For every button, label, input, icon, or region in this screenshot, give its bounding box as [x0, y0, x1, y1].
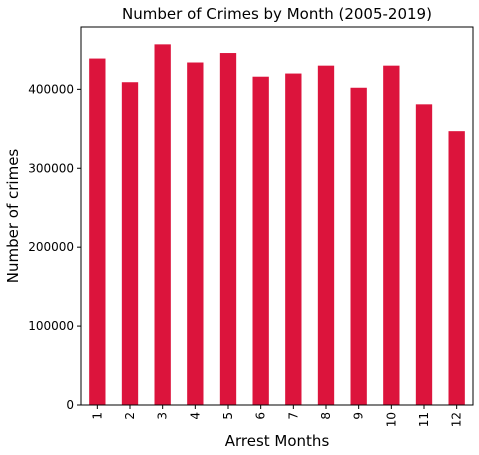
y-tick-label: 100000 [28, 319, 74, 333]
x-tick-label: 8 [319, 412, 333, 420]
x-tick-label: 7 [286, 412, 300, 420]
y-axis-ticks: 0 100000 200000 300000 400000 [28, 82, 81, 412]
bar-month-5 [219, 53, 237, 406]
y-tick-label: 300000 [28, 161, 74, 175]
bar-month-1 [89, 58, 106, 405]
y-tick-label: 200000 [28, 240, 74, 254]
x-tick-label: 6 [254, 412, 268, 420]
y-tick-label: 0 [66, 398, 74, 412]
bar-month-8 [317, 65, 335, 405]
bar-month-11 [415, 104, 433, 405]
bars-group [89, 44, 465, 406]
bar-month-3 [154, 44, 171, 405]
x-tick-label: 5 [221, 412, 235, 420]
x-tick-label: 11 [417, 412, 431, 427]
plot-frame [80, 26, 474, 406]
bar-month-12 [448, 131, 465, 406]
x-tick-label: 4 [188, 412, 202, 420]
x-tick-label: 10 [384, 412, 398, 427]
chart-title: Number of Crimes by Month (2005-2019) [122, 5, 432, 23]
bar-month-9 [350, 87, 367, 405]
x-axis-label: Arrest Months [225, 432, 330, 450]
bar-month-7 [285, 73, 302, 405]
bar-month-10 [383, 65, 400, 405]
x-tick-label: 9 [352, 412, 366, 420]
bar-month-6 [252, 76, 269, 406]
x-tick-label: 3 [156, 412, 170, 420]
x-tick-label: 1 [90, 412, 104, 420]
y-axis-label: Number of crimes [4, 149, 22, 284]
x-tick-label: 12 [450, 412, 464, 427]
bar-month-2 [121, 82, 139, 405]
x-tick-label: 2 [123, 412, 137, 420]
y-tick-label: 400000 [28, 82, 74, 96]
bar-month-4 [187, 62, 204, 406]
x-axis-ticks: 1 2 3 4 5 6 7 8 9 10 11 12 [90, 405, 464, 427]
